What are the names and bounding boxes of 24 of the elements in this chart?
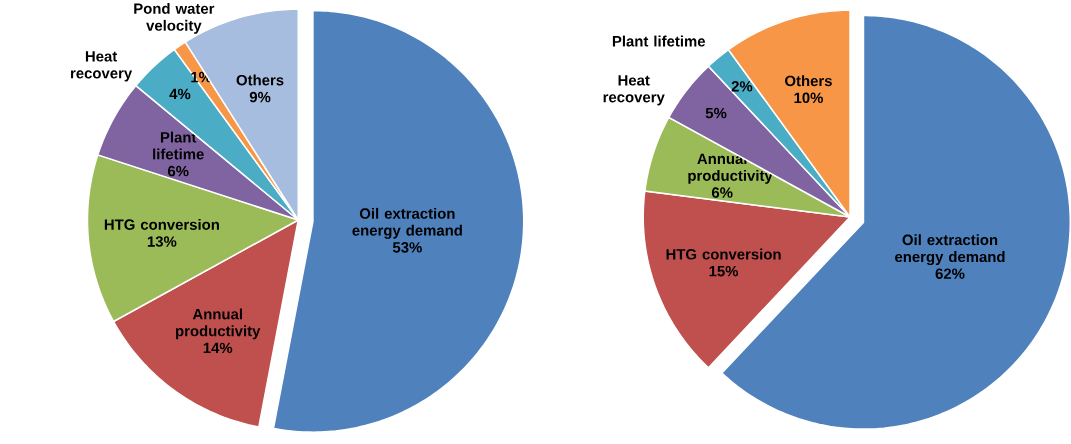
- data-label: 15%: [709, 266, 739, 277]
- data-label: 4%: [169, 88, 191, 100]
- slice-label: Heat recovery: [603, 75, 665, 106]
- slice-label: Plant lifetime: [612, 35, 706, 47]
- data-label: 10%: [794, 92, 823, 104]
- slice-label: Plant lifetime: [153, 131, 204, 160]
- data-label: 6%: [167, 165, 189, 177]
- data-label: 2%: [731, 81, 753, 92]
- data-label: 5%: [705, 107, 727, 119]
- slice-label: Pond water velocity: [134, 3, 215, 34]
- data-label: 14%: [203, 342, 233, 354]
- data-label: 13%: [147, 236, 177, 247]
- slice-label: Oil extraction energy demand: [352, 208, 462, 239]
- data-label: 9%: [249, 91, 271, 103]
- slice-label: HTG conversion: [104, 219, 219, 231]
- slice-label: Annual productivity: [176, 308, 261, 340]
- data-label: 53%: [392, 242, 422, 253]
- data-label: 6%: [711, 187, 733, 198]
- slice-label: Others: [236, 74, 284, 86]
- slice-label: Heat recovery: [70, 51, 133, 82]
- slice-label: Others: [785, 75, 832, 87]
- data-label: 62%: [935, 268, 965, 280]
- slice-label: HTG conversion: [666, 248, 781, 260]
- slice-label: Oil extraction energy demand: [895, 234, 1005, 266]
